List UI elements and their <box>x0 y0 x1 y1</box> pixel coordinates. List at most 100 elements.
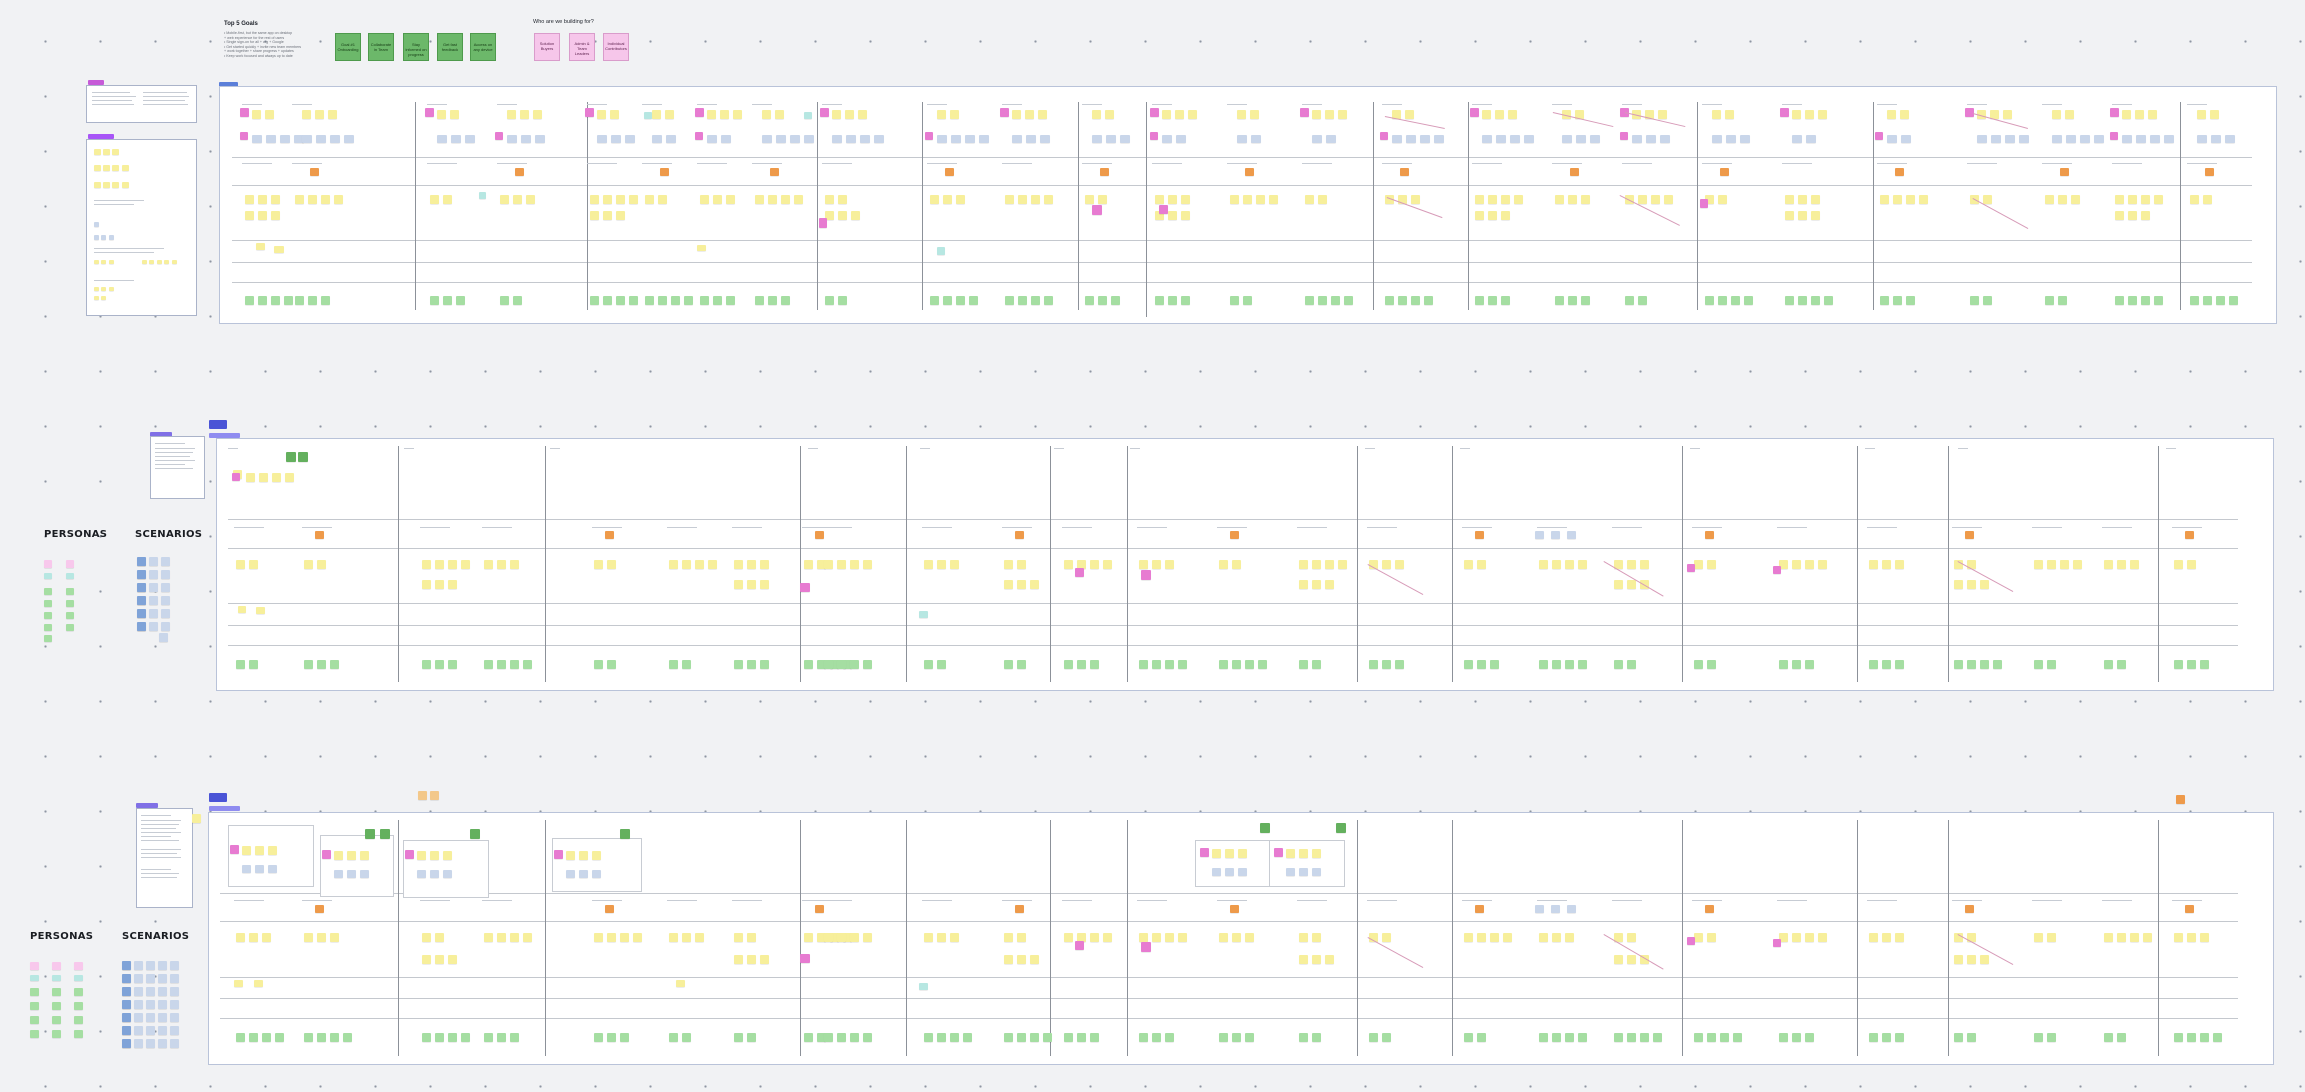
sticky-note[interactable] <box>592 851 601 860</box>
sticky-note[interactable] <box>479 192 486 199</box>
sticky-note[interactable] <box>304 933 313 942</box>
sticky-note[interactable] <box>238 606 246 613</box>
sticky-note[interactable] <box>620 1033 629 1042</box>
sticky-note[interactable] <box>1165 560 1174 569</box>
sticky-note[interactable] <box>825 195 834 204</box>
sticky-note[interactable] <box>837 660 846 669</box>
sticky-note[interactable] <box>294 135 304 143</box>
sticky-note[interactable] <box>1411 296 1420 305</box>
sticky-note[interactable] <box>1098 195 1107 204</box>
sticky-note[interactable] <box>762 135 772 143</box>
sticky-note[interactable] <box>2187 933 2196 942</box>
sticky-note[interactable] <box>1967 955 1976 964</box>
sticky-note[interactable] <box>1880 195 1889 204</box>
sticky-note[interactable] <box>1103 933 1112 942</box>
sticky-note[interactable] <box>695 132 703 140</box>
sticky-note[interactable] <box>535 135 545 143</box>
sticky-note[interactable] <box>1773 566 1781 574</box>
sticky-note[interactable] <box>1488 296 1497 305</box>
sticky-note[interactable] <box>2115 296 2124 305</box>
sticky-note[interactable] <box>1382 1033 1391 1042</box>
sticky-note[interactable] <box>1792 933 1801 942</box>
sticky-note[interactable] <box>1539 1033 1548 1042</box>
sticky-note[interactable] <box>1792 660 1801 669</box>
sticky-note[interactable] <box>1720 1033 1729 1042</box>
sticky-note[interactable] <box>1869 660 1878 669</box>
sticky-note[interactable] <box>330 660 339 669</box>
sticky-note[interactable] <box>1869 1033 1878 1042</box>
sticky-note[interactable] <box>266 135 276 143</box>
sticky-note[interactable] <box>747 560 756 569</box>
sticky-note[interactable] <box>1705 195 1714 204</box>
sticky-note[interactable] <box>1325 580 1334 589</box>
sticky-note[interactable] <box>1535 531 1544 539</box>
sticky-note[interactable] <box>2174 1033 2183 1042</box>
sticky-note[interactable] <box>1792 135 1802 143</box>
sticky-note[interactable] <box>1344 296 1353 305</box>
sticky-note[interactable] <box>137 557 146 566</box>
sticky-note[interactable] <box>979 135 989 143</box>
sticky-note[interactable] <box>597 110 606 119</box>
sticky-note[interactable] <box>1740 135 1750 143</box>
sticky-note[interactable] <box>484 560 493 569</box>
sticky-note[interactable] <box>1299 560 1308 569</box>
sticky-note[interactable] <box>1232 933 1241 942</box>
sticky-note[interactable] <box>1895 933 1904 942</box>
sticky-note[interactable] <box>1168 195 1177 204</box>
sticky-note[interactable] <box>1967 1033 1976 1042</box>
sticky-note[interactable] <box>1687 937 1695 945</box>
sticky-note[interactable] <box>721 135 731 143</box>
sticky-note[interactable] <box>1152 933 1161 942</box>
sticky-note[interactable] <box>1882 560 1891 569</box>
sticky-note[interactable] <box>1627 1033 1636 1042</box>
sticky-note[interactable] <box>1895 560 1904 569</box>
sticky-note[interactable] <box>74 988 83 996</box>
sticky-note[interactable] <box>268 846 277 855</box>
sticky-note[interactable] <box>2045 195 2054 204</box>
sticky-note[interactable] <box>1725 110 1734 119</box>
sticky-note[interactable] <box>1565 1033 1574 1042</box>
sticky-note[interactable] <box>1490 660 1499 669</box>
sticky-note[interactable] <box>1025 110 1034 119</box>
sticky-note[interactable] <box>1064 1033 1073 1042</box>
sticky-note[interactable] <box>1887 135 1897 143</box>
sticky-note[interactable] <box>122 1039 131 1048</box>
sticky-note[interactable] <box>669 660 678 669</box>
sticky-note[interactable] <box>937 660 946 669</box>
sticky-note[interactable] <box>682 933 691 942</box>
sticky-note[interactable] <box>1620 108 1629 117</box>
sticky-note[interactable] <box>1882 660 1891 669</box>
sticky-note[interactable] <box>1627 660 1636 669</box>
sticky-note[interactable] <box>334 195 343 204</box>
sticky-note[interactable] <box>192 814 201 823</box>
sticky-note[interactable] <box>1299 849 1308 858</box>
sticky-note[interactable] <box>256 607 265 614</box>
sticky-note[interactable] <box>1780 108 1789 117</box>
sticky-note[interactable] <box>924 560 933 569</box>
sticky-note[interactable] <box>435 660 444 669</box>
sticky-note[interactable] <box>1139 660 1148 669</box>
sticky-note[interactable] <box>2117 933 2126 942</box>
sticky-note[interactable] <box>258 296 267 305</box>
sticky-note[interactable] <box>158 974 167 983</box>
sticky-note[interactable] <box>2197 110 2206 119</box>
sticky-note[interactable] <box>1434 135 1444 143</box>
sticky-note[interactable] <box>1044 195 1053 204</box>
sticky-note[interactable] <box>236 1033 245 1042</box>
sticky-note[interactable] <box>1212 868 1221 876</box>
sticky-note[interactable] <box>1162 110 1171 119</box>
sticky-note[interactable] <box>443 870 452 878</box>
sticky-note[interactable] <box>435 560 444 569</box>
sticky-note[interactable] <box>1299 933 1308 942</box>
sticky-note[interactable] <box>2164 135 2174 143</box>
sticky-note[interactable] <box>1152 560 1161 569</box>
sticky-note[interactable] <box>1980 955 1989 964</box>
sticky-note[interactable] <box>437 110 446 119</box>
sticky-note[interactable] <box>832 110 841 119</box>
sticky-note[interactable] <box>956 296 965 305</box>
sticky-note[interactable] <box>1238 868 1247 876</box>
sticky-note[interactable] <box>1477 560 1486 569</box>
sticky-note[interactable] <box>2187 1033 2196 1042</box>
sticky-note[interactable] <box>52 1030 61 1038</box>
sticky-note[interactable] <box>747 955 756 964</box>
